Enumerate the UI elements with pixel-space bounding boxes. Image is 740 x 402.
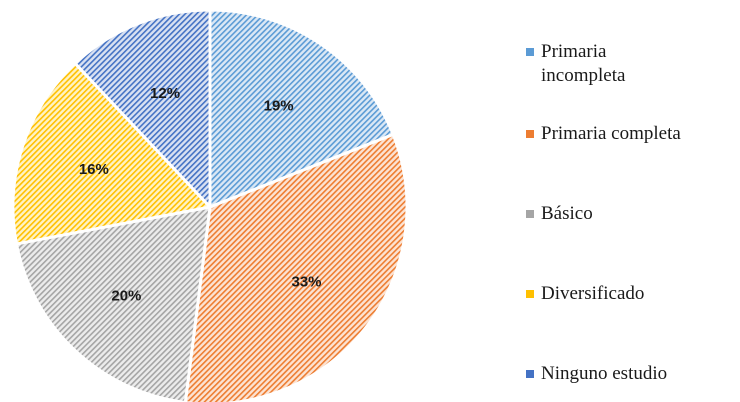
legend-label: Diversificado <box>541 283 645 304</box>
legend-label: Básico <box>541 203 593 224</box>
legend-swatch <box>526 290 534 298</box>
legend-item-ninguno-estudio: Ninguno estudio <box>526 362 736 386</box>
pie-slice-basico <box>14 205 212 402</box>
data-label-ninguno-estudio: 12% <box>150 85 180 102</box>
legend-item-basico: Básico <box>526 202 736 226</box>
legend-item-primaria-completa: Primaria completa <box>526 122 736 146</box>
data-label-basico: 20% <box>111 288 141 305</box>
legend-label: Primaria completa <box>541 123 681 144</box>
pie-slice-ninguno-estudio <box>73 8 212 211</box>
legend-label: Ninguno estudio <box>541 363 668 384</box>
legend-label: Primaria incompleta <box>541 41 626 86</box>
data-label-diversificado: 16% <box>79 161 109 178</box>
legend-item-primaria-incompleta: Primaria incompleta <box>526 40 736 88</box>
legend-swatch <box>526 210 534 218</box>
legend-swatch <box>526 48 534 56</box>
legend-swatch <box>526 130 534 138</box>
pie-slice-primaria-incompleta <box>208 8 396 210</box>
data-label-primaria-completa: 33% <box>291 273 321 290</box>
pie-slice-diversificado <box>11 61 213 246</box>
data-label-primaria-incompleta: 19% <box>264 97 294 114</box>
legend-item-diversificado: Diversificado <box>526 282 736 306</box>
pie-data-labels: 19% 33% 20% 16% 12% <box>79 85 322 305</box>
legend-swatch <box>526 370 534 378</box>
pie-slices <box>11 8 409 402</box>
